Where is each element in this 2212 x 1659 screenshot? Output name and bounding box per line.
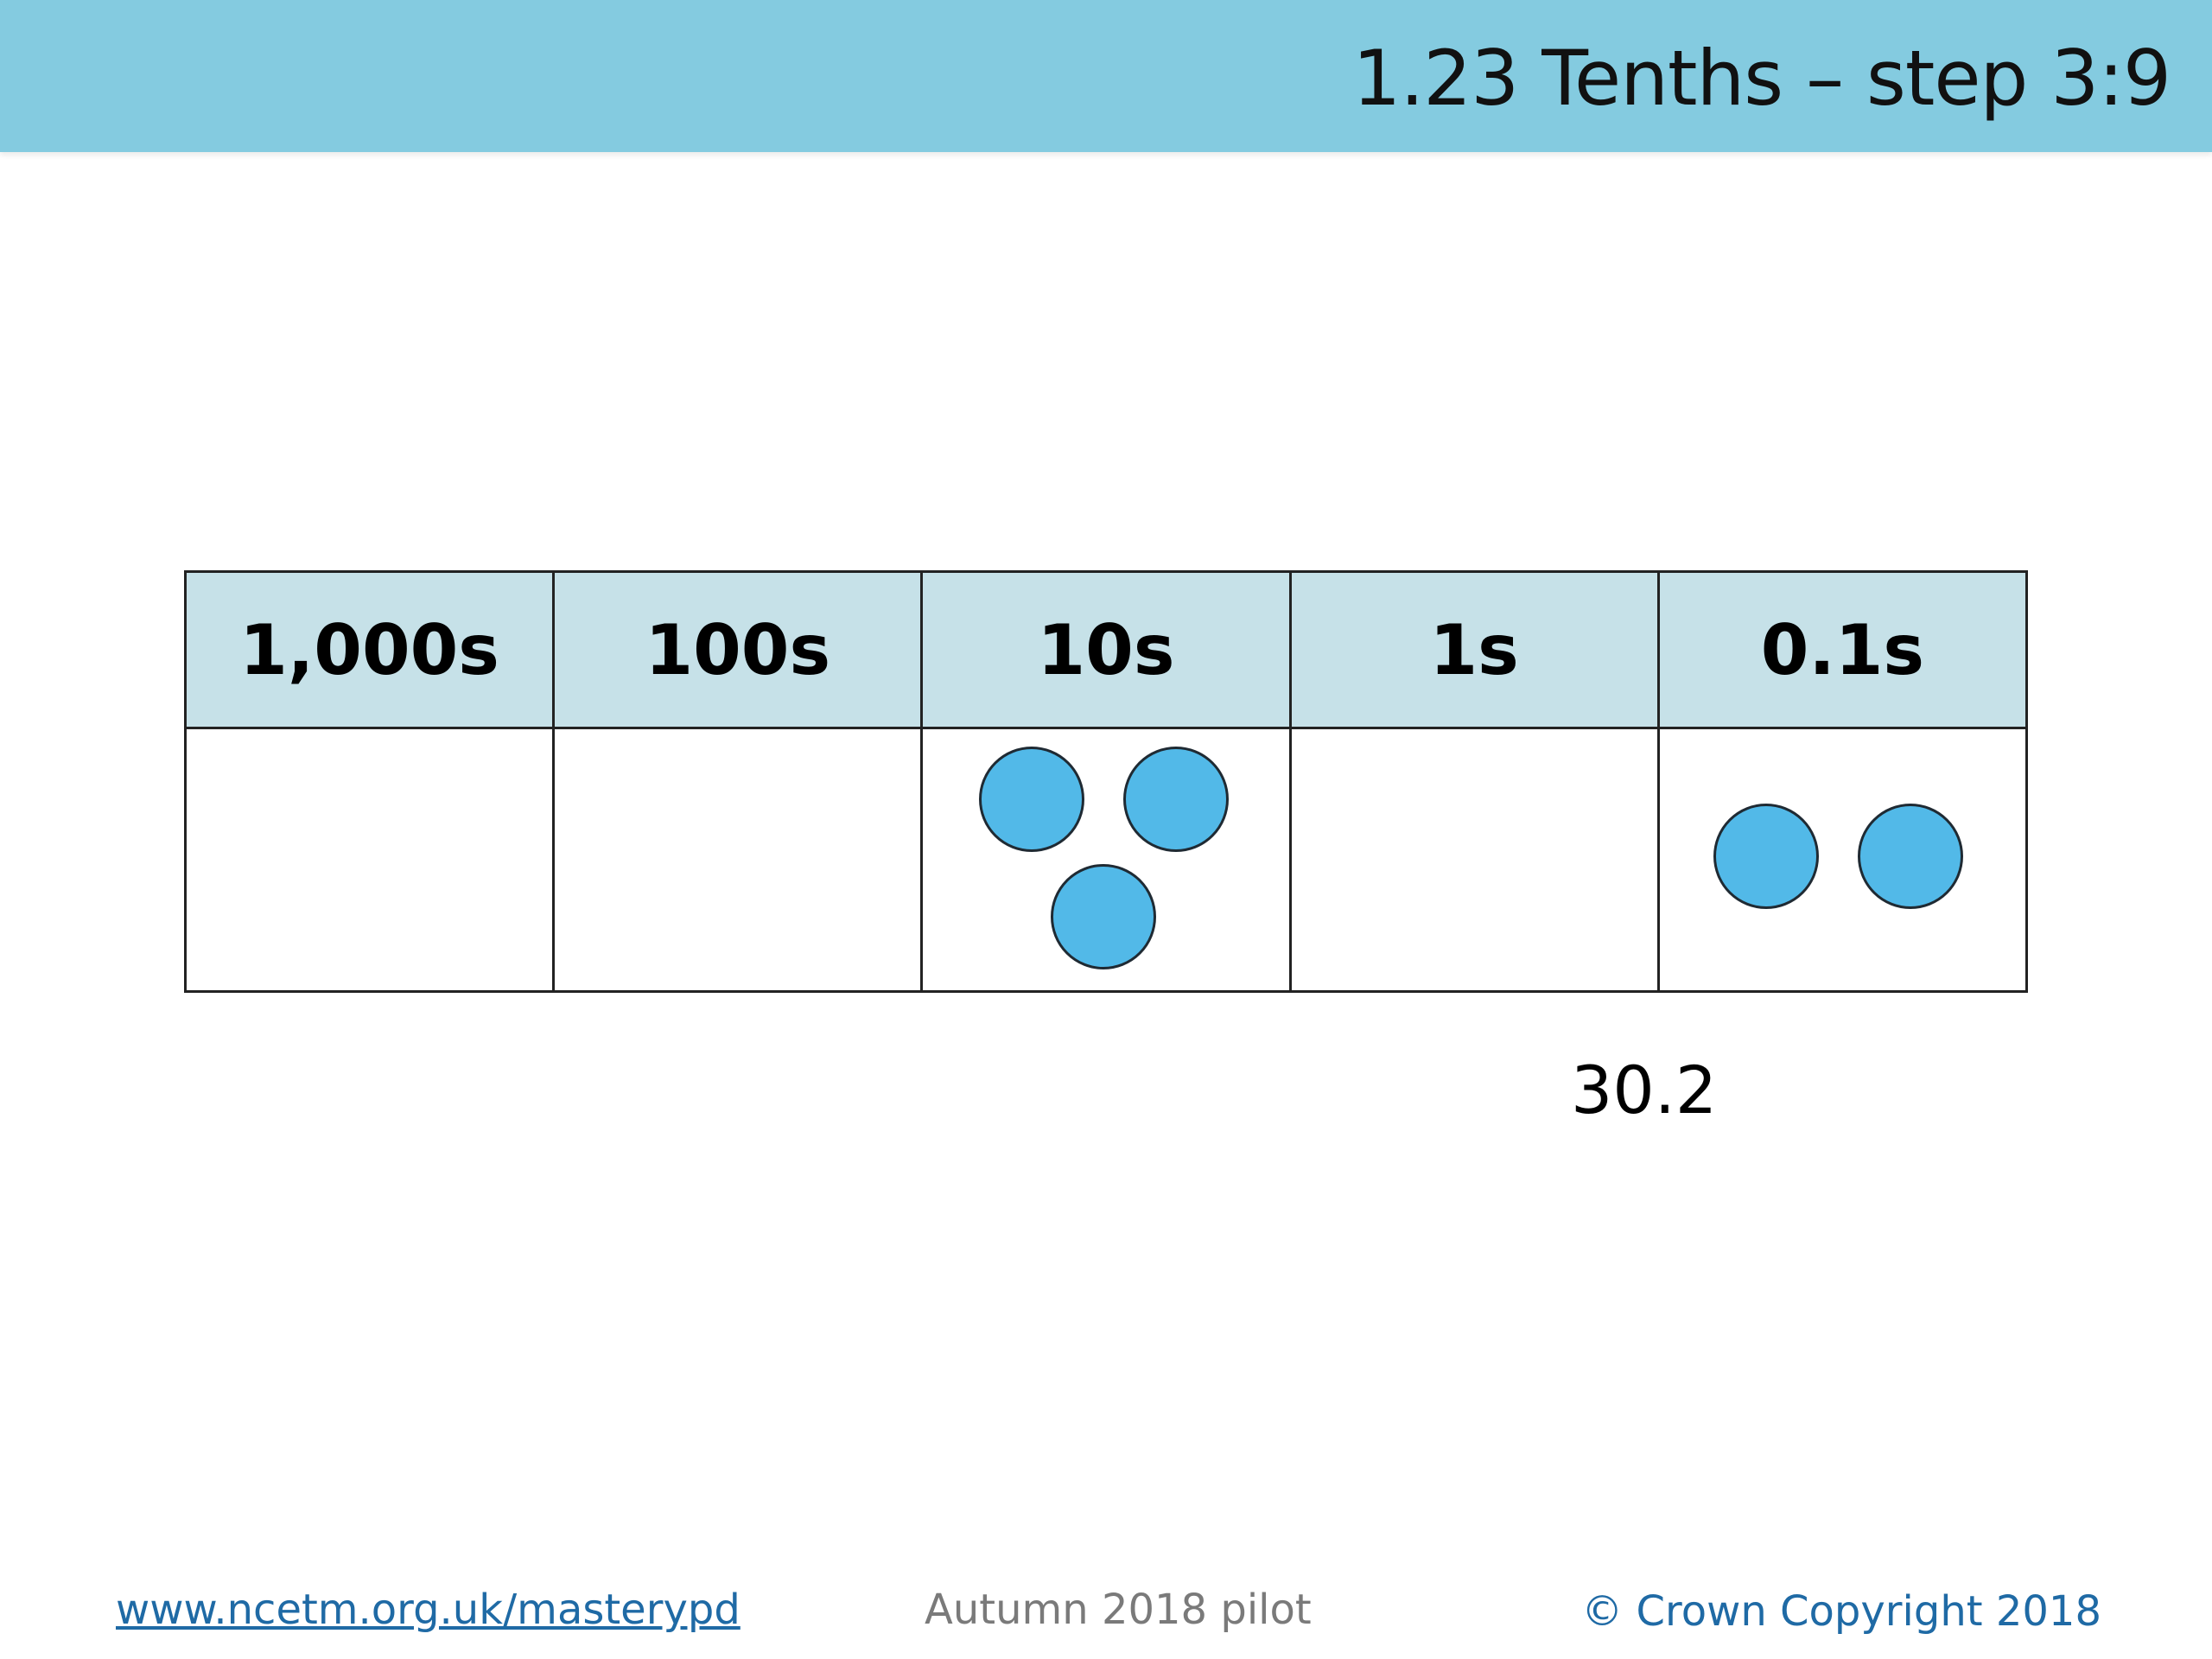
- column-header-ones: 1s: [1288, 570, 1660, 729]
- counter-area-hundreds: [555, 729, 920, 990]
- tens-counter: [1123, 747, 1230, 852]
- slide-title: 1.23 Tenths – step 3:9: [1352, 34, 2171, 123]
- cell-thousands: [183, 727, 556, 993]
- counter-area-tenths: [1660, 729, 2025, 990]
- tenths-counter: [1857, 804, 1963, 909]
- cell-hundreds: [552, 727, 924, 993]
- number-value-label: 30.2: [1571, 1052, 1718, 1128]
- cell-tenths: [1656, 727, 2029, 993]
- header-bar: 1.23 Tenths – step 3:9: [0, 0, 2212, 152]
- footer-website-link[interactable]: www.ncetm.org.uk/masterypd: [116, 1586, 741, 1634]
- counter-area-tens: [923, 729, 1288, 990]
- tens-counter: [1051, 864, 1157, 969]
- place-value-counter-row: [183, 727, 2029, 993]
- cell-ones: [1288, 727, 1660, 993]
- column-header-hundreds: 100s: [552, 570, 924, 729]
- column-header-tenths: 0.1s: [1656, 570, 2029, 729]
- column-header-thousands: 1,000s: [183, 570, 556, 729]
- tens-counter: [979, 747, 1085, 852]
- cell-tens: [920, 727, 1292, 993]
- footer-copyright: © Crown Copyright 2018: [1581, 1587, 2101, 1636]
- tenths-counter: [1713, 804, 1819, 909]
- column-header-tens: 10s: [920, 570, 1292, 729]
- counter-area-thousands: [187, 729, 552, 990]
- place-value-chart: 1,000s 100s 10s 1s 0.1s: [183, 570, 2029, 993]
- footer-pilot-text: Autumn 2018 pilot: [925, 1586, 1312, 1634]
- counter-area-ones: [1292, 729, 1657, 990]
- place-value-header-row: 1,000s 100s 10s 1s 0.1s: [183, 570, 2029, 729]
